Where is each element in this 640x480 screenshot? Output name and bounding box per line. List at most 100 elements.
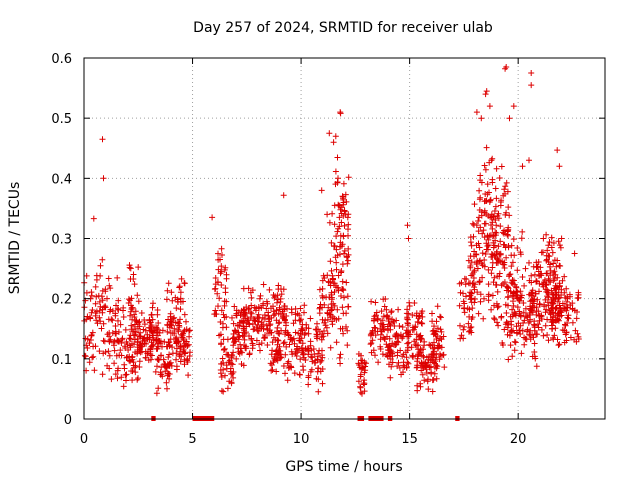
data-point (165, 354, 172, 361)
data-point (132, 349, 139, 356)
data-point (343, 254, 350, 261)
data-point (355, 378, 362, 385)
chart-title: Day 257 of 2024, SRMTID for receiver ula… (193, 20, 493, 36)
data-point (337, 243, 344, 250)
data-point (509, 280, 516, 287)
data-point (326, 130, 333, 137)
data-point (489, 155, 496, 162)
data-point (104, 362, 111, 369)
data-point (520, 309, 527, 316)
data-point (331, 302, 338, 309)
data-point (545, 302, 552, 309)
data-point (424, 378, 431, 385)
data-point (395, 339, 402, 346)
data-point (556, 163, 563, 170)
data-point (285, 331, 292, 338)
data-point (273, 368, 280, 375)
data-point (232, 338, 239, 345)
data-point (478, 212, 485, 219)
data-point (218, 282, 225, 288)
data-point (177, 358, 184, 365)
data-point (222, 289, 229, 296)
data-point (383, 352, 390, 358)
data-point (507, 342, 514, 349)
data-point (314, 368, 321, 375)
data-point (246, 350, 253, 357)
data-point (507, 329, 514, 336)
data-point (131, 341, 137, 348)
data-point (329, 210, 336, 217)
data-point (221, 266, 228, 273)
data-point (466, 306, 473, 313)
data-point (548, 325, 555, 332)
data-point (475, 228, 482, 235)
data-point (556, 242, 563, 249)
data-point (367, 341, 374, 348)
data-point (218, 307, 225, 314)
data-point (177, 306, 184, 313)
gridlines (84, 58, 605, 419)
data-point (514, 267, 521, 274)
data-point (567, 302, 574, 309)
data-point (484, 181, 491, 188)
data-point (501, 326, 508, 333)
data-point (315, 350, 322, 357)
data-point (531, 340, 538, 347)
data-point (491, 316, 498, 323)
data-point (324, 272, 331, 279)
data-point (456, 302, 463, 309)
data-point (186, 327, 193, 334)
data-point (281, 339, 288, 346)
data-point (123, 371, 130, 378)
data-point (461, 323, 468, 330)
data-point (100, 337, 107, 344)
data-point (468, 290, 475, 297)
data-point (508, 263, 515, 270)
data-point (268, 305, 274, 312)
data-point (504, 294, 511, 301)
data-point (315, 376, 322, 383)
data-point (540, 249, 546, 256)
data-point (175, 339, 182, 345)
data-point (240, 333, 247, 340)
data-point (100, 320, 107, 327)
data-point (483, 211, 490, 218)
data-point (173, 366, 180, 373)
data-point (501, 227, 508, 234)
data-point (132, 362, 139, 369)
data-point (227, 368, 234, 375)
data-point (128, 304, 135, 311)
data-point (275, 282, 282, 289)
data-point (418, 320, 425, 326)
data-point (169, 330, 176, 337)
data-point (344, 327, 351, 334)
data-point (154, 345, 161, 352)
data-point (142, 354, 149, 361)
data-point (137, 329, 144, 336)
data-point (460, 298, 467, 305)
data-point (280, 340, 287, 347)
data-point (127, 312, 134, 319)
data-point (510, 298, 516, 305)
data-point (108, 316, 115, 323)
data-point (176, 320, 182, 327)
data-point (466, 313, 473, 320)
data-point (266, 330, 272, 337)
data-point (153, 337, 160, 344)
data-point (393, 317, 400, 324)
data-point (260, 281, 267, 288)
data-point (319, 366, 326, 372)
data-point (337, 251, 343, 258)
data-point (387, 374, 394, 381)
data-point (305, 372, 312, 379)
data-point (328, 239, 335, 246)
data-point (555, 310, 562, 317)
data-point (222, 372, 228, 379)
data-point (128, 295, 135, 302)
data-point (571, 250, 578, 257)
data-point (106, 308, 113, 315)
data-point (556, 282, 563, 289)
data-point (487, 196, 494, 203)
data-point (404, 347, 411, 354)
data-point (550, 240, 557, 246)
